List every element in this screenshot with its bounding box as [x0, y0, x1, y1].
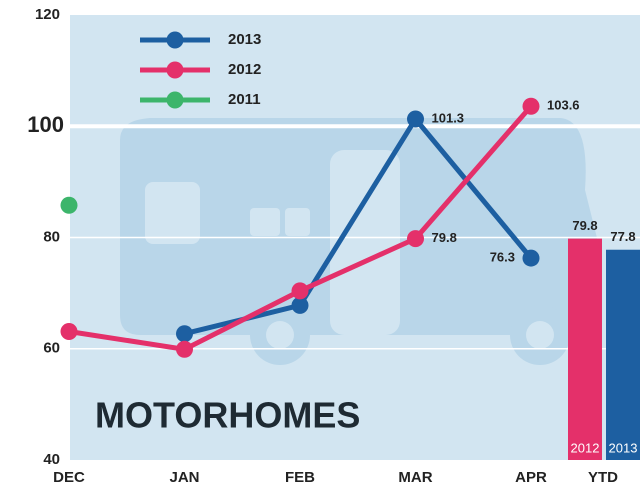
- data-point: [61, 323, 78, 340]
- x-tick-label: MAR: [398, 469, 432, 486]
- x-tick-label: FEB: [285, 469, 315, 486]
- x-tick-label: APR: [515, 469, 547, 486]
- data-point: [61, 197, 78, 214]
- y-tick-label: 80: [43, 228, 60, 245]
- x-tick-label: JAN: [169, 469, 199, 486]
- y-tick-label: 60: [43, 340, 60, 357]
- bar: [606, 250, 640, 460]
- value-label: 101.3: [432, 110, 465, 125]
- data-point: [523, 98, 540, 115]
- y-tick-label: 40: [43, 451, 60, 468]
- bar-name: 2012: [571, 440, 600, 455]
- bar: [568, 239, 602, 460]
- x-tick-label: YTD: [588, 469, 618, 486]
- y-tick-label: 120: [35, 6, 60, 23]
- data-point: [407, 111, 424, 128]
- legend-marker: [167, 62, 184, 79]
- value-label: 76.3: [490, 250, 515, 265]
- chart-title: MOTORHOMES: [95, 395, 360, 436]
- value-label: 103.6: [547, 98, 580, 113]
- data-point: [176, 325, 193, 342]
- bar-name: 2013: [609, 440, 638, 455]
- data-point: [176, 341, 193, 358]
- legend-label: 2011: [228, 91, 261, 108]
- value-label: 77.8: [610, 229, 635, 244]
- legend-marker: [167, 92, 184, 109]
- data-point: [292, 297, 309, 314]
- data-point: [292, 282, 309, 299]
- legend-label: 2013: [228, 31, 261, 48]
- y-tick-label: 100: [27, 112, 64, 137]
- value-label: 79.8: [572, 218, 597, 233]
- data-point: [407, 230, 424, 247]
- chart: 40 60 80 100 120 DEC JAN FEB MAR APR YTD 79.8 2012 77…: [0, 0, 640, 493]
- legend-marker: [167, 32, 184, 49]
- x-tick-label: DEC: [53, 469, 85, 486]
- legend-label: 2012: [228, 61, 261, 78]
- value-label: 79.8: [432, 230, 457, 245]
- data-point: [523, 250, 540, 267]
